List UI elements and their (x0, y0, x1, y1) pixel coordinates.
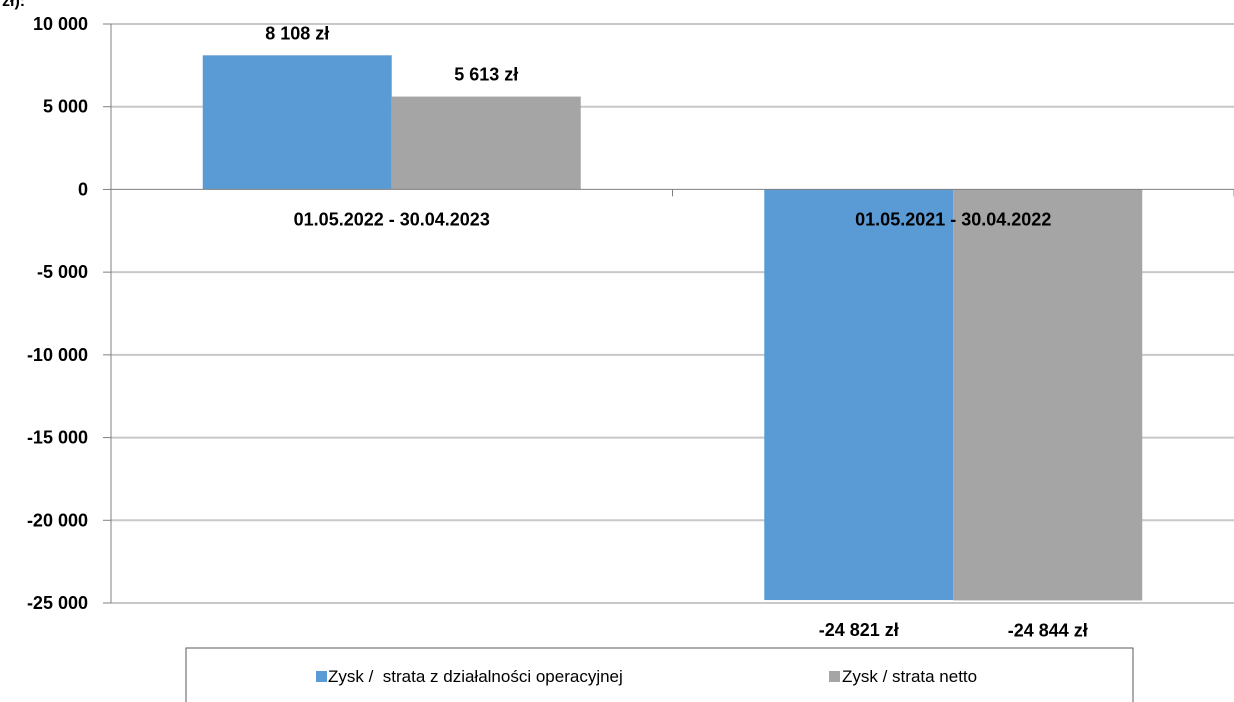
y-tick-label: 10 000 (33, 14, 88, 34)
axes (103, 23, 1234, 604)
legend-swatch-net (829, 671, 840, 682)
x-category-label: 01.05.2022 - 30.04.2023 (294, 209, 490, 229)
data-label-operational: -24 821 zł (819, 620, 899, 640)
x-category-label: 01.05.2021 - 30.04.2022 (855, 209, 1051, 229)
y-tick-label: -15 000 (27, 428, 88, 448)
y-tick-label: -20 000 (27, 510, 88, 530)
y-tick-label: 5 000 (43, 97, 88, 117)
y-tick-label: -25 000 (27, 593, 88, 613)
data-label-operational: 8 108 zł (265, 23, 329, 43)
data-label-net: 5 613 zł (454, 65, 518, 85)
legend-swatch-operational (316, 671, 327, 682)
legend: Zysk / strata z działalności operacyjnej… (185, 647, 1134, 702)
y-tick-label: -5 000 (37, 262, 88, 282)
bar-operational (764, 189, 954, 601)
bar-net (953, 189, 1143, 601)
y-tick-label: -10 000 (27, 345, 88, 365)
labels: 10 000 5 000 0 -5 000 -10 000 -15 000 -20 000 -… (27, 14, 1088, 640)
data-label-net: -24 844 zł (1008, 620, 1088, 640)
legend-label-operational: Zysk / strata z działalności operacyjnej (328, 667, 623, 686)
unit-label: zł): (2, 0, 25, 10)
legend-box (185, 647, 1134, 702)
bars (202, 55, 1143, 601)
bar-net (391, 96, 581, 190)
bar-operational (202, 55, 392, 190)
legend-label-net: Zysk / strata netto (842, 667, 977, 686)
y-tick-label: 0 (78, 179, 88, 199)
